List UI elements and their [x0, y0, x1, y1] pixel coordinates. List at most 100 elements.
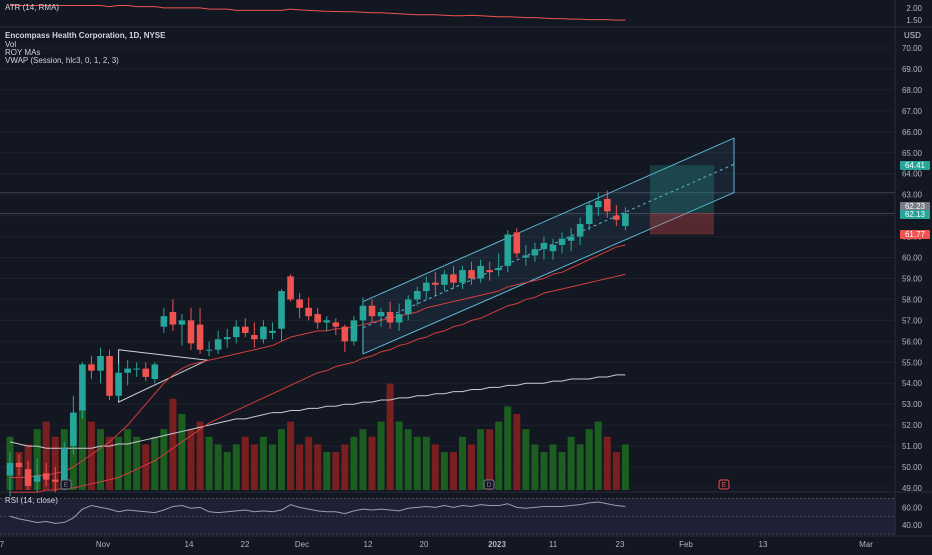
time-tick-label: Feb: [679, 540, 693, 549]
rsi-title: RSI (14, close): [5, 496, 58, 505]
candle-body: [314, 314, 321, 323]
price-tick-label: 64.00: [902, 170, 923, 179]
candle-body: [531, 249, 539, 256]
event-marker: [483, 479, 495, 490]
candle-body: [513, 232, 521, 254]
price-tick-label: 58.00: [902, 295, 923, 304]
candle-body: [585, 205, 593, 224]
candle-body: [296, 299, 303, 308]
volume-bar: [549, 444, 557, 490]
channel-midline: [362, 163, 735, 329]
volume-bar: [395, 421, 403, 490]
price-tick-label: 67.00: [902, 107, 923, 116]
price-tick-label: 50.00: [902, 463, 923, 472]
volume-bar: [431, 444, 439, 490]
candle-body: [205, 349, 213, 351]
symbol-title[interactable]: Encompass Health Corporation, 1D, NYSE: [5, 31, 166, 40]
candle-body: [142, 368, 150, 377]
volume-bar: [621, 444, 629, 490]
candle-body: [323, 320, 331, 323]
candle-body: [368, 305, 376, 317]
price-tick-label: 49.00: [902, 484, 923, 493]
volume-bar: [332, 452, 340, 490]
event-marker-label: D: [486, 482, 491, 489]
candle-body: [404, 299, 412, 315]
candle-body: [223, 337, 231, 340]
candle-body: [495, 268, 502, 271]
candle-body: [558, 238, 566, 245]
time-tick-label: 11: [549, 540, 558, 549]
volume-bar: [359, 429, 367, 490]
candle-body: [305, 307, 312, 317]
candle-body: [269, 330, 276, 333]
candle-body: [413, 291, 421, 300]
volume-bar: [178, 414, 186, 490]
volume-bar: [160, 429, 168, 490]
volume-bar: [42, 421, 50, 490]
candle-body: [260, 326, 267, 340]
volume-bar: [278, 429, 285, 490]
volume-bar: [106, 436, 114, 490]
candle-body: [350, 320, 358, 342]
volume-bar: [540, 452, 548, 490]
candle-body: [251, 335, 258, 340]
candle-body: [242, 326, 249, 333]
time-tick-label: 7: [0, 540, 5, 549]
position-stop-zone: [650, 212, 714, 235]
volume-bar: [314, 444, 322, 490]
volume-bar: [196, 421, 204, 490]
atr-line: [10, 4, 626, 21]
rsi-tick-label: 40.00: [902, 521, 923, 530]
price-tick-label: 55.00: [902, 358, 923, 367]
candle-body: [567, 236, 575, 241]
candle-body: [386, 312, 394, 323]
legend-volume[interactable]: Vol: [5, 40, 17, 49]
volume-bar: [142, 444, 150, 490]
candle-body: [151, 364, 159, 380]
candle-body: [61, 448, 68, 484]
time-tick-label: Nov: [96, 540, 110, 549]
volume-bar: [440, 452, 448, 490]
price-tick-label: 69.00: [902, 65, 923, 74]
time-tick-label: 20: [420, 540, 429, 549]
candle-body: [79, 364, 86, 411]
candle-body: [33, 475, 41, 482]
volume-bar: [250, 444, 258, 490]
candle-body: [432, 282, 439, 285]
candle-body: [97, 356, 104, 371]
volume-bar: [124, 429, 132, 490]
candle-body: [441, 274, 448, 285]
volume-bar: [133, 436, 141, 490]
event-marker-label: E: [722, 482, 727, 489]
volume-bar: [386, 383, 394, 490]
candle-body: [278, 291, 285, 329]
volume-bar: [268, 444, 276, 490]
rsi-line: [9, 501, 626, 524]
price-tick-label: 52.00: [902, 421, 923, 430]
candle-body: [468, 270, 475, 279]
candle-body: [377, 312, 385, 317]
volume-bar: [151, 436, 159, 490]
legend-ma[interactable]: ROY MAs: [5, 48, 41, 57]
time-tick-label: 23: [616, 540, 625, 549]
volume-bar: [287, 421, 295, 490]
volume-bar: [612, 452, 620, 490]
currency-label: USD: [904, 31, 921, 40]
volume-bar: [305, 436, 313, 490]
price-tick-label: 56.00: [902, 337, 923, 346]
candle-body: [51, 479, 59, 482]
candle-body: [522, 255, 530, 258]
atr-tick-label: 1.50: [906, 16, 922, 25]
candle-body: [133, 368, 140, 370]
candle-body: [459, 270, 466, 283]
position-target-zone: [650, 165, 714, 213]
legend-vwap[interactable]: VWAP (Session, hlc3, 0, 1, 2, 3): [5, 56, 119, 65]
candle-body: [6, 462, 14, 476]
time-tick-label: 22: [241, 540, 250, 549]
candle-body: [169, 312, 177, 325]
volume-bar: [486, 429, 494, 490]
candle-body: [70, 412, 77, 447]
candle-body: [540, 242, 548, 250]
